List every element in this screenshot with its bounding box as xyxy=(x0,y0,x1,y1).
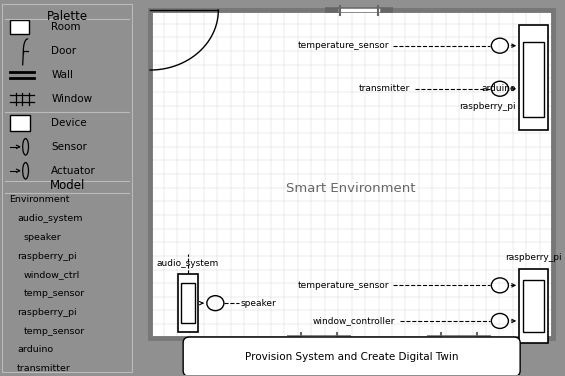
Text: speaker: speaker xyxy=(24,233,62,242)
Text: Environment: Environment xyxy=(9,196,69,205)
Bar xyxy=(150,10,553,338)
Text: transmitter: transmitter xyxy=(359,84,410,93)
Text: audio_system: audio_system xyxy=(157,259,219,268)
Bar xyxy=(10,115,30,131)
Bar xyxy=(150,10,553,338)
Bar xyxy=(178,274,198,332)
Text: speaker: speaker xyxy=(241,299,277,308)
Text: Provision System and Create Digital Twin: Provision System and Create Digital Twin xyxy=(245,352,458,362)
Text: window_ctrl: window_ctrl xyxy=(24,270,80,279)
Text: Window: Window xyxy=(51,94,93,104)
Text: arduino: arduino xyxy=(17,345,53,354)
Text: raspberry_pi: raspberry_pi xyxy=(505,253,562,262)
Text: raspberry_pi: raspberry_pi xyxy=(459,102,516,111)
Text: temp_sensor: temp_sensor xyxy=(24,289,85,298)
Bar xyxy=(523,42,544,117)
Text: Wall: Wall xyxy=(51,70,73,80)
Text: Smart Environment: Smart Environment xyxy=(286,182,415,194)
Bar xyxy=(181,284,195,323)
Bar xyxy=(519,268,548,343)
Text: Actuator: Actuator xyxy=(51,166,96,176)
Text: Door: Door xyxy=(51,46,76,56)
Text: temp_sensor: temp_sensor xyxy=(24,327,85,335)
Text: Device: Device xyxy=(51,118,87,128)
Text: Palette: Palette xyxy=(47,10,88,23)
FancyBboxPatch shape xyxy=(183,337,520,376)
Text: arduino: arduino xyxy=(481,83,516,92)
Text: temperature_sensor: temperature_sensor xyxy=(298,41,389,50)
Text: window_controller: window_controller xyxy=(313,317,396,326)
Text: audio_system: audio_system xyxy=(17,214,82,223)
Text: raspberry_pi: raspberry_pi xyxy=(17,252,77,261)
Text: Model: Model xyxy=(50,179,85,192)
Text: Room: Room xyxy=(51,22,81,32)
Text: transmitter: transmitter xyxy=(17,364,71,373)
Text: temperature_sensor: temperature_sensor xyxy=(298,281,389,290)
Bar xyxy=(519,25,548,130)
Text: raspberry_pi: raspberry_pi xyxy=(17,308,77,317)
Bar xyxy=(523,280,544,332)
Text: Sensor: Sensor xyxy=(51,142,87,152)
Bar xyxy=(10,20,29,34)
